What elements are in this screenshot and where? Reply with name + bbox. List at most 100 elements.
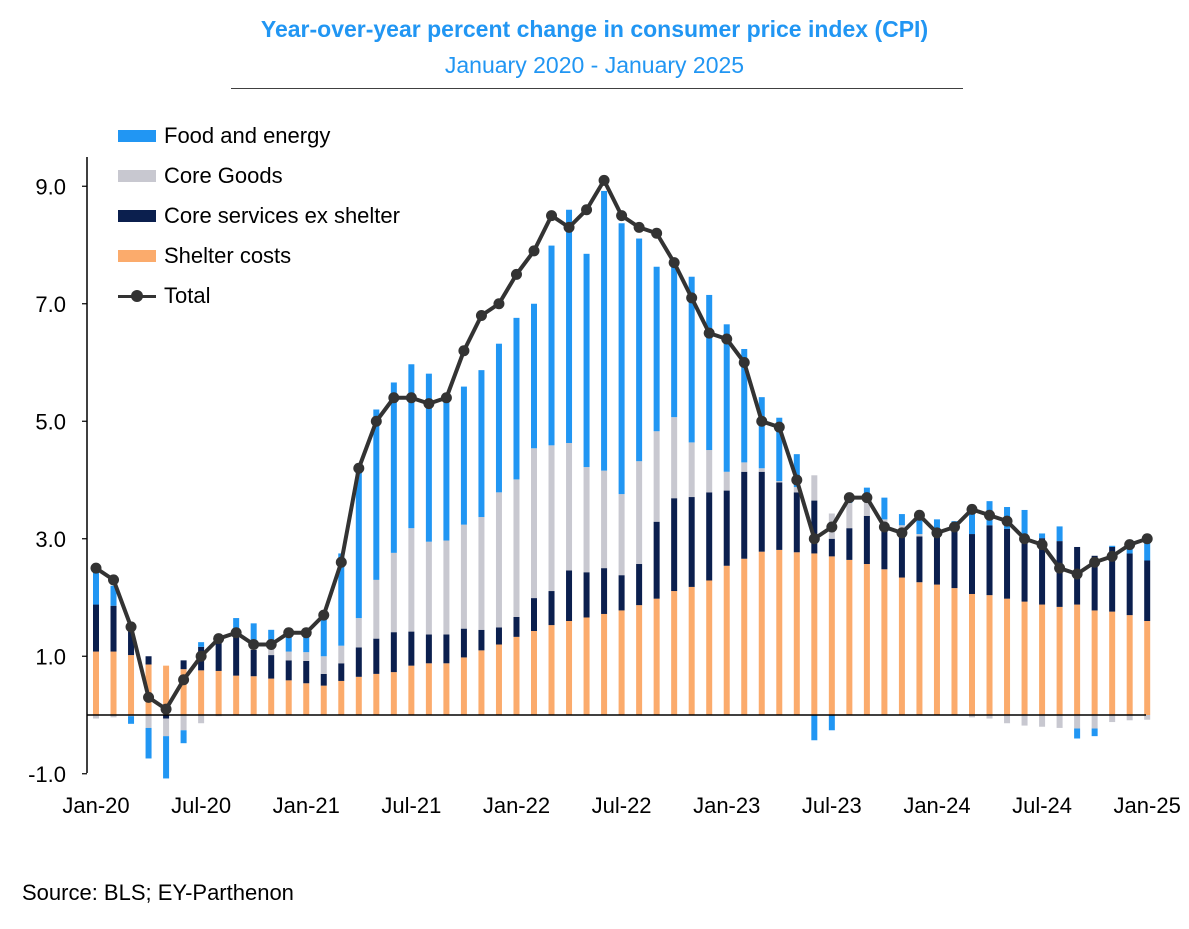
bar-shelter-costs [320, 685, 327, 716]
x-tick-label: Jul-20 [171, 793, 231, 818]
bar-core-services-ex-shelter [215, 641, 222, 671]
bar-food-and-energy [513, 317, 520, 480]
y-tick-label: 5.0 [35, 409, 66, 434]
bar-food-and-energy [723, 324, 730, 472]
bar-food-and-energy [425, 373, 432, 542]
bar-food-and-energy [688, 276, 695, 443]
bar-core-goods [653, 431, 660, 522]
bar-food-and-energy [128, 716, 135, 724]
legend-swatch-shelter [118, 250, 156, 262]
bar-core-services-ex-shelter [916, 536, 923, 583]
bar-shelter-costs [460, 657, 467, 715]
total-point [931, 527, 943, 539]
bar-food-and-energy [636, 238, 643, 462]
total-point [878, 521, 890, 533]
legend-swatch-core-services [118, 210, 156, 222]
bar-core-goods [618, 494, 625, 576]
x-tick-label: Jul-22 [592, 793, 652, 818]
bar-shelter-costs [653, 598, 660, 715]
legend-label: Core Goods [164, 163, 283, 188]
bar-core-services-ex-shelter [320, 673, 327, 686]
bar-shelter-costs [583, 617, 590, 715]
chart-title: Year-over-year percent change in consume… [260, 16, 929, 42]
bar-food-and-energy [811, 715, 818, 741]
total-point [318, 609, 330, 621]
bar-food-and-energy [1144, 541, 1151, 561]
total-point [125, 621, 137, 633]
bar-food-and-energy [390, 382, 397, 553]
bar-core-goods [145, 715, 152, 728]
title-divider [231, 88, 963, 89]
bar-core-goods [285, 651, 292, 661]
bar-core-services-ex-shelter [145, 656, 152, 665]
chart-subtitle: January 2020 - January 2025 [444, 52, 745, 78]
bar-core-services-ex-shelter [828, 538, 835, 557]
total-point [913, 509, 925, 521]
bar-shelter-costs [1109, 611, 1116, 715]
bar-core-goods [1074, 715, 1081, 729]
bar-series [93, 190, 1151, 779]
total-point [1036, 539, 1048, 551]
bar-shelter-costs [1091, 610, 1098, 715]
bar-core-services-ex-shelter [285, 660, 292, 681]
bar-core-goods [811, 475, 818, 501]
bar-food-and-energy [163, 736, 170, 779]
x-tick-label: Jan-21 [273, 793, 340, 818]
bar-food-and-energy [601, 190, 608, 471]
bar-shelter-costs [618, 610, 625, 715]
legend-label: Food and energy [164, 123, 331, 148]
bar-core-goods [373, 579, 380, 639]
bar-core-goods [793, 487, 800, 493]
total-point [633, 221, 645, 233]
bar-food-and-energy [408, 364, 415, 529]
bar-core-services-ex-shelter [706, 492, 713, 581]
bar-core-goods [1056, 715, 1063, 728]
bar-shelter-costs [268, 678, 275, 715]
bar-core-goods [986, 715, 993, 719]
bar-core-services-ex-shelter [933, 532, 940, 585]
bar-core-services-ex-shelter [1056, 541, 1063, 607]
x-tick-label: Jan-24 [903, 793, 970, 818]
bar-shelter-costs [1056, 606, 1063, 715]
bar-core-services-ex-shelter [863, 515, 870, 565]
bar-shelter-costs [969, 593, 975, 715]
bar-core-services-ex-shelter [688, 497, 695, 587]
bar-core-services-ex-shelter [268, 655, 275, 679]
total-point [108, 574, 120, 586]
bar-core-goods [303, 652, 310, 661]
bar-food-and-energy [793, 454, 800, 488]
y-tick-label: 3.0 [35, 527, 66, 552]
bar-shelter-costs [303, 683, 310, 715]
bar-shelter-costs [758, 551, 765, 715]
total-point [984, 509, 996, 521]
x-tick-label: Jul-21 [381, 793, 441, 818]
bar-food-and-energy [285, 635, 292, 652]
total-point [721, 333, 733, 345]
bar-core-goods [355, 618, 362, 648]
legend-swatch-food-energy [118, 130, 156, 142]
bar-shelter-costs [163, 665, 170, 715]
bar-core-services-ex-shelter [741, 471, 748, 559]
total-point [1019, 533, 1031, 545]
bar-shelter-costs [793, 552, 800, 715]
bar-shelter-costs [495, 644, 502, 715]
bar-core-services-ex-shelter [636, 564, 643, 606]
bar-shelter-costs [180, 669, 187, 715]
bar-food-and-energy [758, 397, 765, 469]
bar-core-goods [1126, 715, 1133, 721]
bar-core-goods [478, 517, 485, 630]
bar-shelter-costs [128, 655, 135, 715]
total-point [213, 633, 225, 645]
bar-shelter-costs [933, 584, 940, 715]
total-point [248, 639, 260, 650]
bar-shelter-costs [250, 676, 257, 715]
bar-core-services-ex-shelter [548, 591, 555, 626]
bar-shelter-costs [881, 569, 888, 715]
bar-core-goods [513, 479, 520, 617]
total-point [1089, 556, 1101, 568]
bar-core-services-ex-shelter [408, 631, 415, 666]
bar-food-and-energy [1039, 533, 1046, 539]
source-note: Source: BLS; EY-Parthenon [22, 880, 294, 905]
total-point [335, 556, 347, 568]
bar-core-goods [969, 715, 975, 718]
